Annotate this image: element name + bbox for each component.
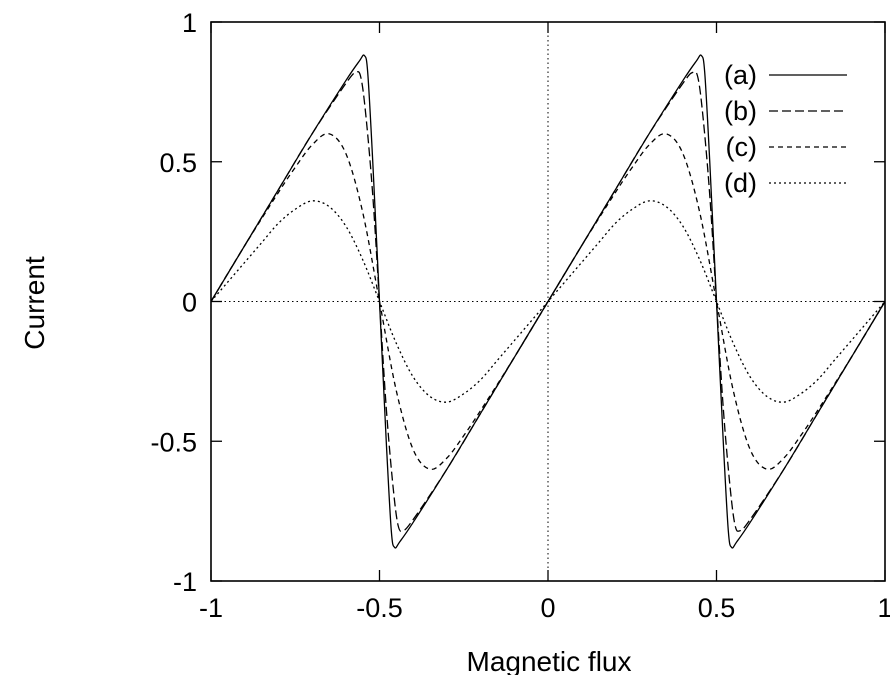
ticks-layer: -1 -0.5 0 0.5 1 -1 -0.5 0 0.5 1 <box>150 8 890 623</box>
y-tick-label: 1 <box>182 8 197 38</box>
y-axis-title: Current <box>19 256 50 350</box>
series-line-a <box>210 54 886 549</box>
y-tick-label: 0 <box>182 288 197 318</box>
series-layer <box>210 54 886 549</box>
y-tick-label: 0.5 <box>159 148 197 178</box>
legend-label: (c) <box>726 132 757 162</box>
legend-label: (d) <box>724 168 757 198</box>
legend-label: (a) <box>724 60 757 90</box>
x-tick-label: -1 <box>199 593 223 623</box>
y-tick-label: -0.5 <box>150 427 197 457</box>
x-tick-label: 1 <box>877 593 890 623</box>
x-tick-label: 0 <box>540 593 555 623</box>
x-tick-label: -0.5 <box>356 593 403 623</box>
legend-label: (b) <box>724 96 757 126</box>
series-line-d <box>210 200 886 403</box>
x-axis-title: Magnetic flux <box>467 646 632 675</box>
legend: (a) (b) (c) (d) <box>724 60 847 198</box>
x-tick-label: 0.5 <box>698 593 736 623</box>
y-tick-label: -1 <box>173 567 197 597</box>
